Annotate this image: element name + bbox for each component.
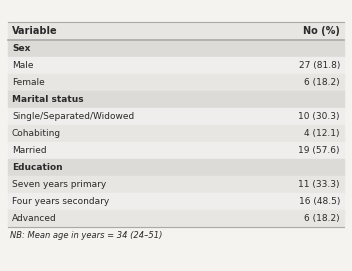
Bar xyxy=(8,142,344,159)
Text: 6 (18.2): 6 (18.2) xyxy=(304,78,340,87)
Text: Marital status: Marital status xyxy=(12,95,84,104)
Bar xyxy=(8,176,344,193)
Text: Seven years primary: Seven years primary xyxy=(12,180,106,189)
Text: 11 (33.3): 11 (33.3) xyxy=(298,180,340,189)
Text: 16 (48.5): 16 (48.5) xyxy=(298,197,340,206)
Text: Advanced: Advanced xyxy=(12,214,57,223)
Text: Sex: Sex xyxy=(12,44,30,53)
Text: 27 (81.8): 27 (81.8) xyxy=(298,61,340,70)
Bar xyxy=(8,125,344,142)
Text: 4 (12.1): 4 (12.1) xyxy=(304,129,340,138)
Text: NB: Mean age in years = 34 (24–51): NB: Mean age in years = 34 (24–51) xyxy=(10,231,162,240)
Text: 6 (18.2): 6 (18.2) xyxy=(304,214,340,223)
Bar xyxy=(8,210,344,227)
Bar xyxy=(8,22,344,40)
Text: No (%): No (%) xyxy=(303,26,340,36)
Text: Single/Separated/Widowed: Single/Separated/Widowed xyxy=(12,112,134,121)
Bar xyxy=(8,159,344,176)
Text: Cohabiting: Cohabiting xyxy=(12,129,61,138)
Bar xyxy=(8,74,344,91)
Bar xyxy=(8,40,344,57)
Text: 10 (30.3): 10 (30.3) xyxy=(298,112,340,121)
Bar xyxy=(8,91,344,108)
Text: 19 (57.6): 19 (57.6) xyxy=(298,146,340,155)
Text: Male: Male xyxy=(12,61,33,70)
Bar xyxy=(8,57,344,74)
Text: Education: Education xyxy=(12,163,63,172)
Text: Variable: Variable xyxy=(12,26,58,36)
Bar xyxy=(8,193,344,210)
Text: Female: Female xyxy=(12,78,45,87)
Text: Four years secondary: Four years secondary xyxy=(12,197,109,206)
Text: Married: Married xyxy=(12,146,46,155)
Bar xyxy=(8,108,344,125)
